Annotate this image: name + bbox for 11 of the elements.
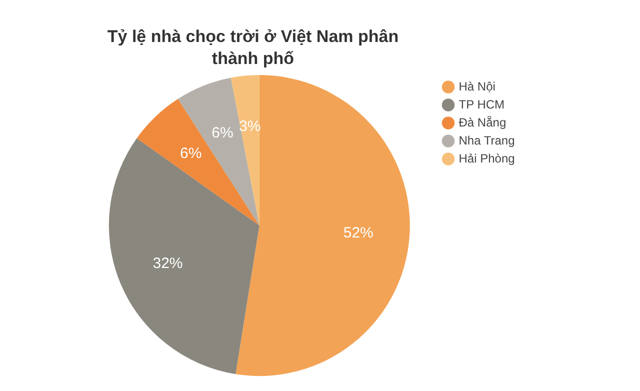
- data-label: 3%: [239, 118, 261, 135]
- legend-label: Hà Nội: [458, 79, 496, 94]
- legend-label: Đà Nẵng: [458, 115, 506, 130]
- legend-label: Hải Phòng: [458, 151, 515, 166]
- chart-title: Tỷ lệ nhà chọc trời ở Việt Nam phân thành phố: [106, 26, 400, 70]
- legend-label: Nha Trang: [458, 133, 515, 148]
- data-label: 6%: [212, 124, 234, 142]
- data-label: 32%: [152, 255, 183, 272]
- data-label: 52%: [343, 224, 374, 242]
- legend-label: TP HCM: [458, 97, 505, 112]
- data-label: 6%: [180, 144, 202, 162]
